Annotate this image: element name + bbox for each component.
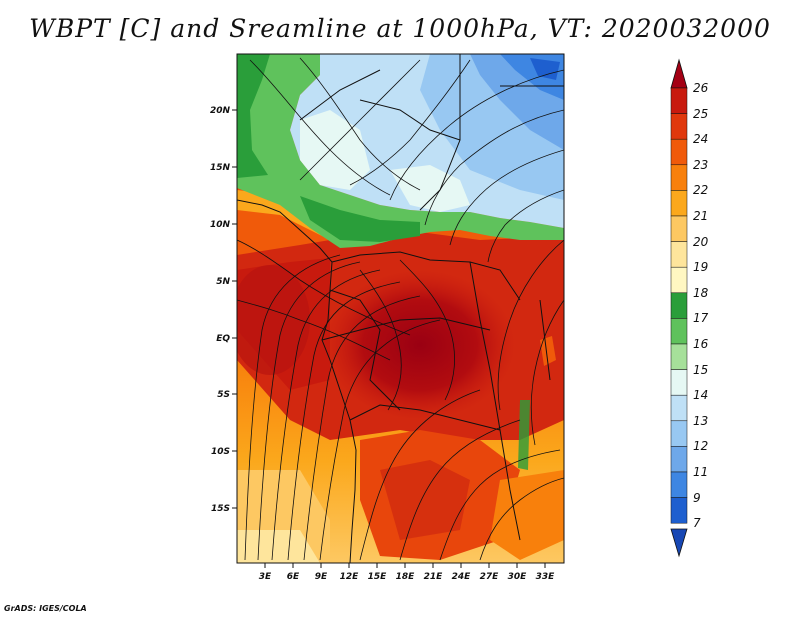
lon-tick-label: 24E bbox=[452, 572, 472, 582]
lat-tick-label: EQ bbox=[216, 334, 230, 344]
colorbar-label: 7 bbox=[693, 516, 701, 530]
lat-tick-label: 15N bbox=[210, 163, 231, 173]
colorbar-label: 22 bbox=[693, 183, 708, 197]
colorbar-label: 12 bbox=[693, 439, 708, 453]
colorbar-segment bbox=[670, 164, 688, 191]
colorbar-segment bbox=[670, 318, 688, 345]
lon-tick-label: 33E bbox=[536, 572, 556, 582]
colorbar-segment bbox=[670, 343, 688, 370]
colorbar-top-arrow bbox=[670, 58, 688, 89]
lon-tick-label: 9E bbox=[315, 572, 328, 582]
colorbar-segment bbox=[670, 138, 688, 166]
colorbar-label: 24 bbox=[693, 132, 708, 146]
colorbar-label: 19 bbox=[693, 260, 708, 274]
lon-tick-label: 30E bbox=[508, 572, 528, 582]
colorbar-segment bbox=[670, 266, 688, 294]
lat-tick-label: 5N bbox=[216, 277, 230, 287]
colorbar-label: 21 bbox=[693, 209, 708, 223]
colorbar-label: 15 bbox=[693, 363, 708, 377]
colorbar-segment bbox=[670, 497, 688, 524]
lon-tick-label: 3E bbox=[259, 572, 272, 582]
colorbar-label: 9 bbox=[693, 491, 701, 505]
lat-tick-label: 10N bbox=[210, 220, 231, 230]
colorbar-segment bbox=[670, 215, 688, 242]
colorbar-label: 11 bbox=[693, 465, 708, 479]
lon-tick-label: 21E bbox=[424, 572, 444, 582]
lat-tick-label: 15S bbox=[211, 504, 230, 514]
colorbar-segment bbox=[670, 369, 688, 396]
colorbar-segment bbox=[670, 190, 688, 217]
colorbar-label: 20 bbox=[693, 235, 709, 249]
lat-tick-label: 5S bbox=[217, 390, 230, 400]
wbpt-shading bbox=[237, 54, 564, 563]
streamlines bbox=[237, 57, 564, 561]
colorbar-label: 26 bbox=[693, 81, 709, 95]
colorbar-segment bbox=[670, 292, 688, 319]
longitude-axis: 3E 6E 9E 12E 15E 18E 21E 24E 27E 30E 33E bbox=[259, 563, 555, 582]
lat-tick-label: 10S bbox=[211, 447, 230, 457]
colorbar-label: 23 bbox=[693, 158, 708, 172]
colorbar-label: 17 bbox=[693, 311, 709, 325]
colorbar-label: 14 bbox=[693, 388, 708, 402]
colorbar-segment bbox=[670, 446, 688, 473]
colorbar-segment bbox=[670, 420, 688, 447]
colorbar-segments bbox=[670, 58, 688, 558]
colorbar-segment bbox=[670, 113, 688, 140]
lon-tick-label: 6E bbox=[287, 572, 300, 582]
map-title: WBPT [C] and Sreamline at 1000hPa, VT: 2… bbox=[29, 14, 771, 43]
colorbar-label: 16 bbox=[693, 337, 709, 351]
colorbar-label: 18 bbox=[693, 286, 709, 300]
colorbar: 26 25 24 23 22 21 20 19 18 17 16 15 14 1… bbox=[670, 58, 709, 558]
colorbar-segment bbox=[670, 241, 688, 268]
colorbar-label: 13 bbox=[693, 414, 708, 428]
colorbar-bottom-arrow bbox=[670, 528, 688, 558]
coastlines-borders bbox=[237, 54, 564, 563]
colorbar-segment bbox=[670, 394, 688, 422]
grads-credit: GrADS: IGES/COLA bbox=[4, 604, 87, 613]
plot-frame bbox=[236, 53, 565, 564]
colorbar-label: 25 bbox=[693, 107, 708, 121]
latitude-axis: 20N 15N 10N 5N EQ 5S 10S 15S bbox=[210, 106, 237, 514]
lon-tick-label: 18E bbox=[396, 572, 416, 582]
lat-tick-label: 20N bbox=[210, 106, 231, 116]
lon-tick-label: 27E bbox=[480, 572, 500, 582]
lon-tick-label: 15E bbox=[368, 572, 388, 582]
colorbar-segment bbox=[670, 87, 688, 114]
colorbar-segment bbox=[670, 471, 688, 498]
lon-tick-label: 12E bbox=[340, 572, 360, 582]
